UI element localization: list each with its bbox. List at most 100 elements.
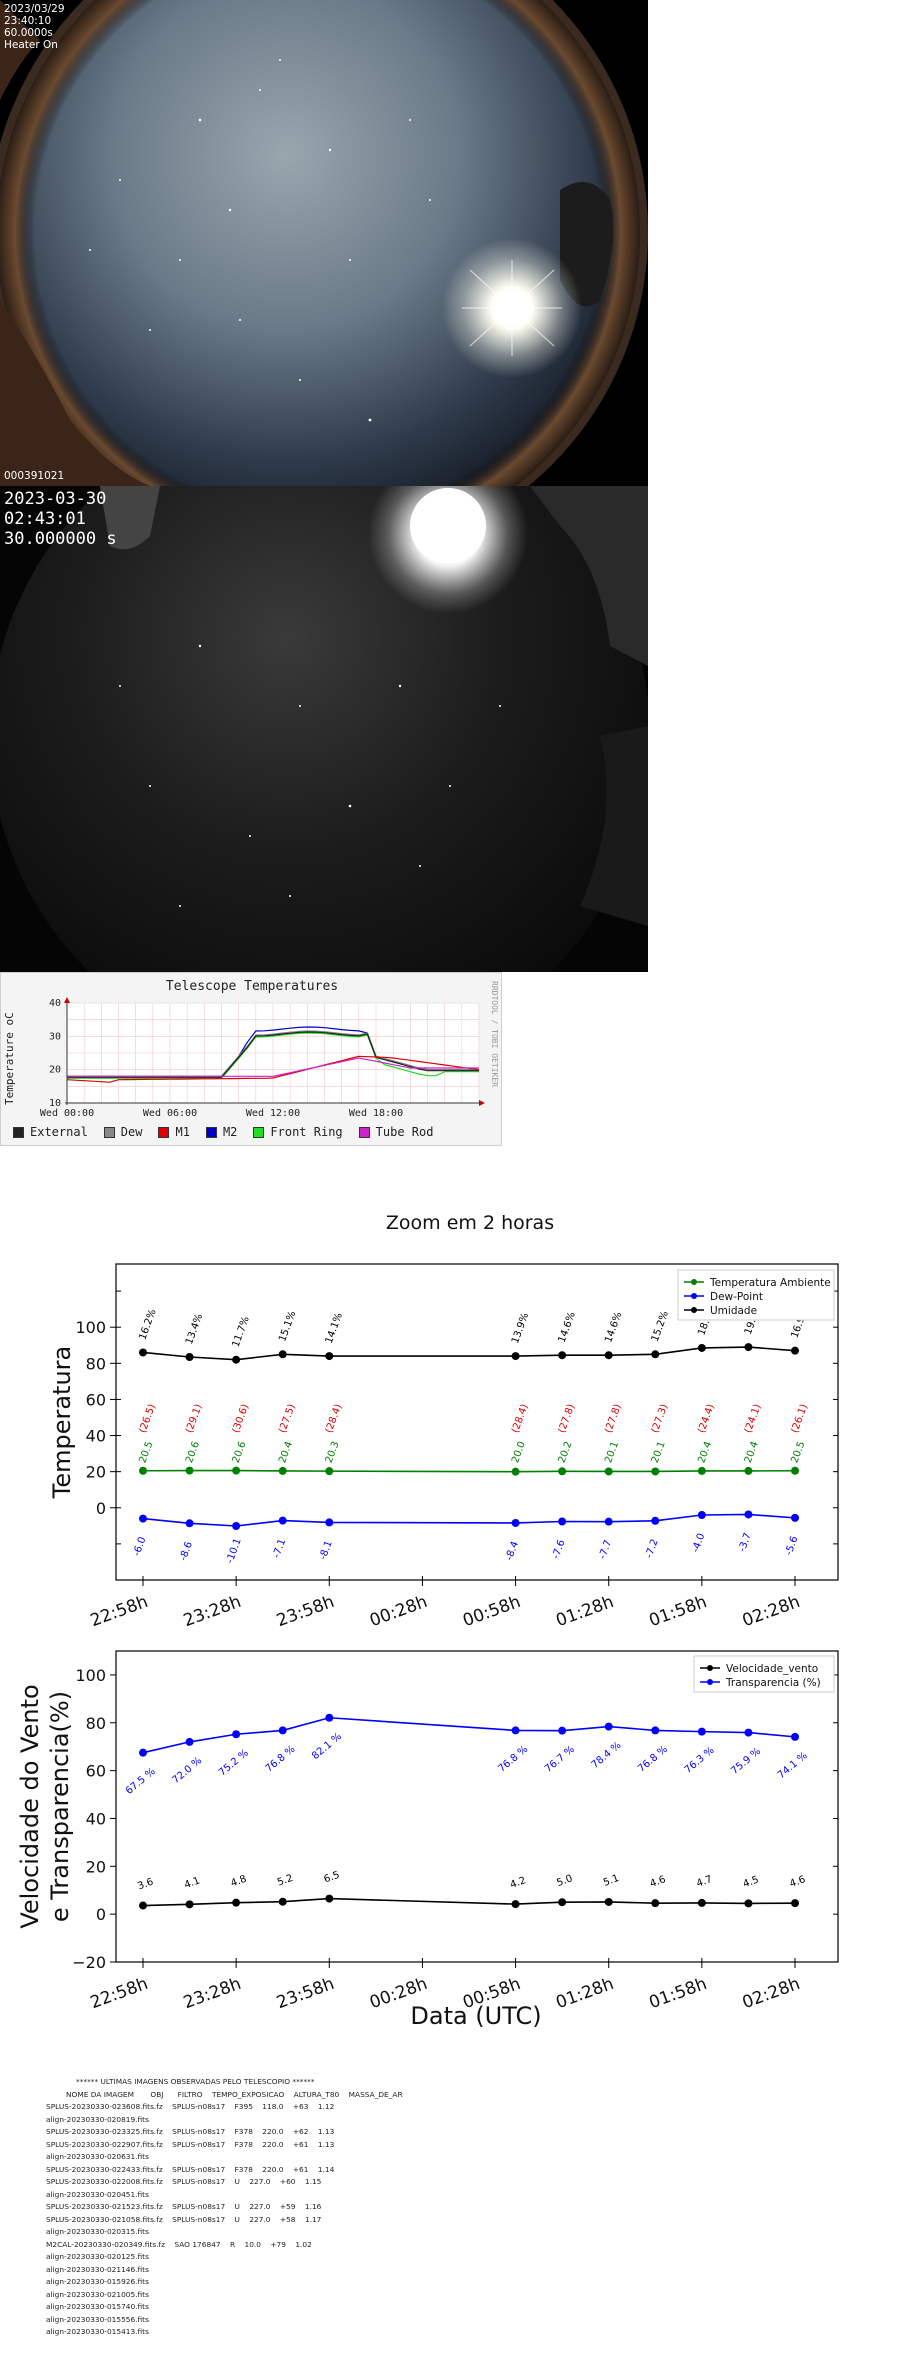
data-point	[651, 1467, 660, 1476]
dewpoint-data-label: -8.1	[318, 1539, 335, 1561]
data-point	[744, 1510, 753, 1519]
ambient-temp-data-label: 20.1	[650, 1440, 668, 1465]
allsky-image-1-graphic	[0, 0, 648, 486]
transparency-data-label: 76.7 %	[543, 1744, 577, 1775]
humidity-data-label: 11.7%	[231, 1315, 252, 1349]
x-tick-label: 01:28h	[553, 1592, 616, 1631]
data-point	[604, 1517, 613, 1526]
image-list-row: align-20230330-020125.fits	[46, 2252, 149, 2261]
x-tick-label: 01:28h	[553, 1974, 616, 2013]
data-point	[511, 1467, 520, 1476]
data-point	[325, 1713, 334, 1722]
y-tick-label: 40	[86, 1427, 106, 1446]
y-tick-label: 80	[86, 1354, 106, 1373]
x-tick-label: 01:58h	[647, 1974, 710, 2013]
data-point	[139, 1514, 147, 1523]
data-point	[325, 1352, 334, 1361]
legend-box	[693, 1655, 835, 1693]
data-point	[558, 1351, 567, 1360]
camera1-frame-id: 000391021	[4, 470, 65, 482]
data-point	[325, 1467, 334, 1476]
wind-transparency-chart-frame	[115, 1650, 839, 1963]
telescope-legend-item: M2	[205, 1125, 237, 1139]
dewpoint-data-label: -5.6	[783, 1535, 800, 1557]
temperature-chart: 0 20 40 60 80 100 Temperatura 22:58h 23:28h 23:58…	[48, 1263, 839, 1631]
telescope-legend-label: External	[30, 1125, 88, 1139]
image-list-row: align-20230330-020315.fits	[46, 2227, 149, 2236]
x-tick-label: 23:28h	[181, 1592, 244, 1631]
y-tick-label: 60	[86, 1390, 106, 1409]
data-point	[744, 1899, 753, 1908]
data-point	[511, 1352, 520, 1361]
ambient-temp-data-label: 20.6	[184, 1440, 202, 1465]
data-point	[791, 1346, 799, 1355]
telescope-series-front-ring	[67, 1032, 479, 1079]
y-tick-label: 0	[96, 1499, 106, 1518]
data-point	[791, 1732, 799, 1741]
temperature-paren-data-label: (24.1)	[743, 1403, 764, 1435]
temperature-paren-data-label: (27.5)	[277, 1403, 298, 1435]
x-tick-label: 23:58h	[274, 1974, 337, 2013]
temperature-paren-data-label: (26.5)	[137, 1403, 158, 1435]
y-tick-label: 60	[86, 1762, 106, 1781]
allsky-camera-image-1: 2023/03/29 23:40:10 60.0000s Heater On 0…	[0, 0, 648, 486]
y-tick-label: −20	[72, 1953, 106, 1972]
legend-label: Transparencia (%)	[725, 1677, 821, 1689]
data-point	[139, 1466, 147, 1475]
telescope-series-external	[67, 1031, 479, 1078]
temperature-paren-data-label: (29.1)	[184, 1403, 205, 1435]
humidity-data-label: 13.4%	[184, 1312, 205, 1346]
y-tick-label: 20	[86, 1857, 106, 1876]
temperature-paren-data-label: (30.6)	[231, 1403, 252, 1435]
humidity-data-label: 15.1%	[277, 1310, 298, 1344]
telescope-legend-item: Tube Rod	[358, 1125, 433, 1139]
telescope-legend-item: External	[13, 1125, 88, 1139]
data-point	[558, 1898, 567, 1907]
data-point	[232, 1355, 241, 1364]
image-list-row: align-20230330-020451.fits	[46, 2189, 149, 2199]
humidity-data-label: 14.6%	[557, 1311, 578, 1345]
image-list-row: align-20230330-021146.fits	[46, 2264, 149, 2274]
y-tick-label: 20	[86, 1463, 106, 1482]
series-line-velocidade-vento	[142, 1897, 796, 1907]
legend-label: Temperatura Ambiente	[709, 1277, 831, 1289]
telescope-chart-title: Telescope Temperatures	[165, 979, 339, 994]
data-point	[139, 1748, 147, 1757]
data-point	[791, 1466, 799, 1475]
data-point	[651, 1350, 660, 1359]
image-list-row: SPLUS-20230330-022907.fits.fz SPLUS-n08s…	[46, 2139, 335, 2149]
data-point	[325, 1518, 334, 1527]
humidity-data-label: 15.2%	[650, 1310, 671, 1344]
legend-box	[677, 1269, 835, 1321]
observed-images-list: ****** ULTIMAS IMAGENS OBSERVADAS PELO T…	[46, 2076, 403, 2339]
transparency-data-label: 75.2 %	[217, 1748, 251, 1779]
ambient-temp-data-label: 20.4	[743, 1440, 761, 1465]
legend-marker-icon	[691, 1293, 697, 1299]
image-list-row: align-20230330-015740.fits	[46, 2302, 149, 2311]
telescope-ytick-label: 30	[49, 1031, 61, 1042]
data-point	[278, 1726, 287, 1735]
temperature-paren-data-label: (27.3)	[650, 1403, 671, 1435]
allsky-image-2-graphic	[0, 486, 648, 972]
wind-data-label: 4.6	[788, 1874, 807, 1890]
image-list-row: align-20230330-020819.fits	[46, 2114, 149, 2124]
ambient-temp-data-label: 20.6	[231, 1440, 249, 1465]
telescope-legend-label: Dew	[120, 1125, 143, 1139]
zoom-figure-title: Zoom em 2 horas	[385, 1212, 555, 1234]
legend-label: Dew-Point	[710, 1291, 763, 1303]
transparency-data-label: 76.8 %	[496, 1744, 530, 1775]
y-tick-label: 40	[86, 1809, 106, 1828]
data-point	[232, 1898, 241, 1907]
x-tick-label: 22:58h	[88, 1592, 151, 1631]
data-point	[185, 1900, 194, 1909]
telescope-xtick-label: Wed 00:00	[40, 1108, 94, 1119]
data-point	[278, 1350, 287, 1359]
dewpoint-data-label: -8.6	[178, 1540, 195, 1562]
wind-data-label: 5.2	[276, 1873, 295, 1889]
telescope-chart-legend: External Dew M1 M2 Front Ring Tube Rod	[13, 1125, 449, 1141]
image-list-header: ****** ULTIMAS IMAGENS OBSERVADAS PELO T…	[76, 2077, 315, 2086]
wind-data-label: 4.6	[649, 1874, 668, 1890]
dewpoint-data-label: -7.7	[597, 1539, 614, 1561]
wind-chart-ylabel-line1: Velocidade do Vento	[16, 1684, 44, 1928]
data-point	[278, 1466, 287, 1475]
